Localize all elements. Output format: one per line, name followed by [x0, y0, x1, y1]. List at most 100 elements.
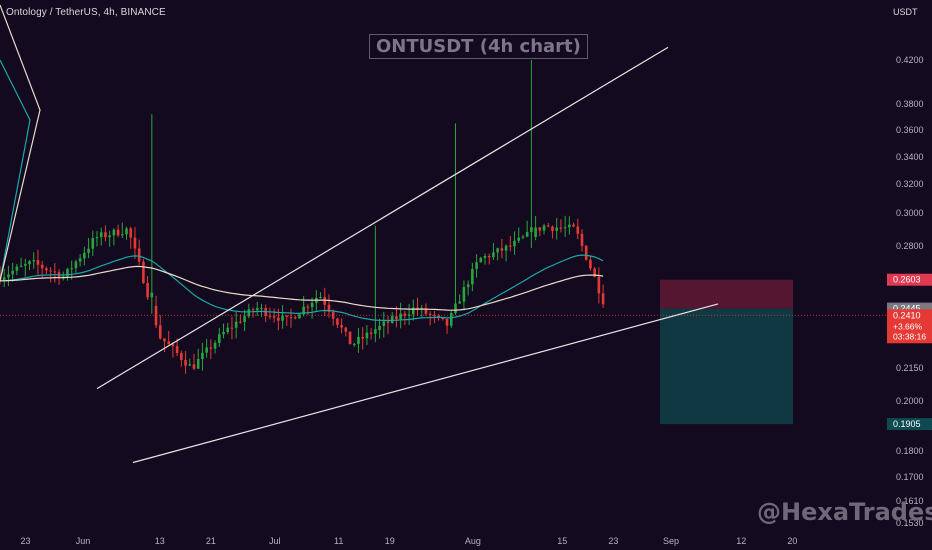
candle-body — [91, 238, 95, 249]
candle-body — [24, 264, 27, 266]
x-tick-label: 15 — [557, 536, 567, 546]
candle-body — [357, 336, 360, 344]
symbol-label: Ontology / TetherUS, 4h, BINANCE — [6, 7, 166, 18]
candle-body — [201, 352, 204, 360]
price-badge-label: 0.2445 — [893, 304, 921, 314]
candle-body — [563, 227, 567, 229]
price-badge-label: 0.1905 — [893, 419, 921, 429]
candle-body — [344, 327, 348, 332]
candle-body — [281, 315, 284, 321]
candle-body — [327, 304, 331, 312]
y-tick-label: 0.1700 — [896, 472, 924, 482]
candle-body — [551, 226, 554, 231]
candle-body — [285, 315, 289, 317]
candle-body — [437, 315, 440, 318]
currency-label: USDT — [893, 7, 918, 17]
candle-body — [74, 261, 78, 269]
candle-body — [492, 252, 495, 258]
candle-body — [416, 307, 419, 310]
y-tick-label: 0.2000 — [896, 396, 924, 406]
candle-body — [175, 346, 179, 353]
candle-body — [218, 334, 221, 343]
candle-body — [209, 347, 213, 349]
candle-body — [348, 331, 352, 345]
candle-body — [188, 364, 192, 366]
candle-body — [538, 227, 542, 231]
x-tick-label: 11 — [334, 536, 343, 546]
x-tick-label: 23 — [21, 536, 31, 546]
x-tick-label: 21 — [206, 536, 216, 546]
candle-body — [205, 347, 208, 353]
candle-body — [310, 302, 314, 308]
candle-body — [255, 308, 259, 311]
candle-body — [319, 297, 322, 299]
x-tick-label: Aug — [465, 536, 481, 546]
x-tick-label: 12 — [736, 536, 746, 546]
y-tick-label: 0.2150 — [896, 363, 924, 373]
candle-body — [433, 314, 436, 316]
y-tick-label: 0.2800 — [896, 241, 924, 251]
candle-body — [213, 342, 217, 349]
candle-body — [125, 228, 128, 235]
candle-body — [239, 321, 242, 323]
candle-body — [146, 283, 149, 298]
candle-body — [576, 226, 580, 234]
candle-body — [154, 305, 158, 326]
candle-body — [504, 245, 508, 251]
axis-layer: 0.4200 0.3800 0.3600 0.3400 0.3200 0.3000 0.28… — [21, 55, 924, 546]
price-badge-sub: +3.66% — [893, 321, 923, 331]
upper-trendline — [96, 46, 669, 390]
candle-body — [222, 331, 225, 335]
price-badge-last — [887, 309, 932, 344]
candle-body — [247, 309, 251, 317]
candle-body — [116, 229, 120, 236]
candle-body — [374, 329, 377, 334]
candle-body — [597, 276, 601, 294]
watermark: @HexaTrades — [757, 498, 932, 526]
candle-body — [112, 229, 116, 236]
candle-body — [83, 252, 86, 259]
candle-body — [580, 233, 584, 246]
candle-body — [513, 240, 516, 247]
candle-body — [293, 317, 297, 319]
candle-body — [589, 259, 592, 269]
candle-body — [243, 316, 246, 322]
candle-body — [167, 341, 170, 345]
candle-body — [289, 316, 293, 318]
y-tick-label: 0.3200 — [896, 179, 924, 189]
stop-loss-zone — [660, 279, 793, 309]
candle-body — [28, 261, 31, 265]
x-tick-label: 23 — [608, 536, 618, 546]
candle-layer — [0, 60, 605, 374]
x-tick-label: Jul — [269, 536, 281, 546]
candle-body — [298, 314, 301, 319]
take-profit-zone — [660, 308, 793, 425]
candle-body — [251, 309, 255, 311]
candle-body — [534, 227, 537, 237]
candle-body — [7, 274, 10, 278]
candle-body — [559, 227, 563, 229]
candle-body — [196, 359, 200, 369]
price-badge-target — [887, 418, 932, 431]
candle-body — [412, 307, 415, 315]
candle-body — [2, 277, 6, 281]
candle-body — [99, 232, 103, 238]
candle-body — [449, 313, 453, 326]
ema-fast-line — [0, 59, 604, 322]
candle-body — [230, 327, 234, 329]
candle-body — [496, 248, 499, 253]
candle-body — [471, 269, 474, 285]
candle-body — [542, 225, 546, 231]
candle-body — [302, 306, 305, 315]
candle-body — [158, 325, 162, 339]
x-tick-label: 13 — [155, 536, 165, 546]
candle-body — [403, 313, 407, 316]
candle-body — [601, 293, 605, 305]
candle-body — [352, 343, 356, 345]
candle-body — [445, 319, 449, 326]
candle-body — [32, 260, 36, 262]
candle-body — [517, 237, 521, 241]
x-tick-label: Jun — [76, 536, 91, 546]
candle-body — [87, 248, 90, 253]
